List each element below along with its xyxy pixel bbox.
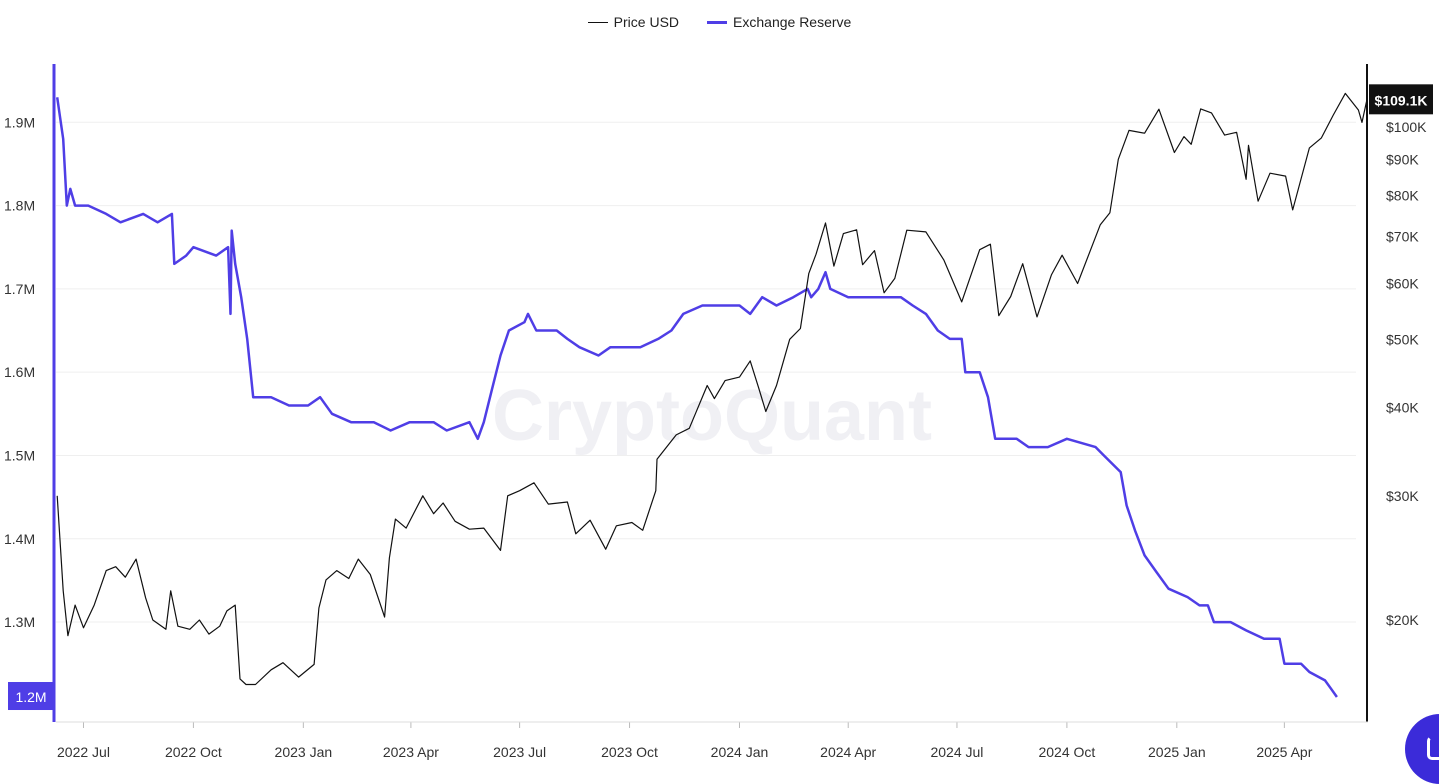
y-tick-label-right: $50K: [1386, 331, 1419, 347]
y-tick-label-right: $60K: [1386, 275, 1419, 291]
x-tick-label: 2022 Oct: [165, 744, 222, 760]
x-tick-label: 2024 Jan: [711, 744, 769, 760]
x-tick-label: 2025 Jan: [1148, 744, 1206, 760]
x-tick-label: 2023 Jan: [275, 744, 333, 760]
legend-item-price[interactable]: Price USD: [587, 14, 680, 30]
y-tick-label-left: 1.3M: [4, 614, 35, 630]
y-tick-label-right: $20K: [1386, 612, 1419, 628]
y-tick-label-left: 1.8M: [4, 198, 35, 214]
legend-label-price: Price USD: [613, 14, 680, 30]
y-tick-label-left: 1.4M: [4, 531, 35, 547]
chat-icon: [1427, 736, 1439, 760]
x-tick-label: 2025 Apr: [1256, 744, 1312, 760]
x-tick-label: 2023 Apr: [383, 744, 439, 760]
series-line-exchange-reserve: [55, 97, 1338, 698]
legend-label-reserve: Exchange Reserve: [733, 14, 852, 30]
y-tick-label-right: $30K: [1386, 488, 1419, 504]
x-tick-label: 2022 Jul: [57, 744, 110, 760]
y-tick-label-right: $40K: [1386, 400, 1419, 416]
watermark: CryptoQuant: [492, 376, 932, 456]
y-tick-label-right: $70K: [1386, 228, 1419, 244]
current-value-badge-left: [8, 682, 54, 711]
y-tick-label-right: $80K: [1386, 187, 1419, 203]
chart: CryptoQuant 1.9M 1.8M 1.7M 1.6M 1.5M 1.4M 1.3M $…: [4, 64, 1433, 760]
y-tick-label-left: 1.9M: [4, 114, 35, 130]
y-tick-label-left: 1.7M: [4, 281, 35, 297]
x-tick-label: 2023 Oct: [601, 744, 658, 760]
current-value-label-right: $109.1K: [1375, 92, 1428, 108]
x-tick-label: 2024 Oct: [1038, 744, 1095, 760]
current-value-badge-right: [1369, 84, 1433, 115]
current-value-label-left: 1.2M: [15, 689, 46, 705]
y-tick-label-right: $90K: [1386, 151, 1419, 167]
y-tick-label-left: 1.6M: [4, 364, 35, 380]
x-tick-label: 2024 Apr: [820, 744, 876, 760]
legend-item-reserve[interactable]: Exchange Reserve: [707, 14, 851, 30]
series-line-price-usd: [56, 92, 1368, 686]
legend-swatch-price: [587, 21, 608, 23]
legend: Price USD Exchange Reserve: [0, 14, 1439, 30]
y-tick-label-left: 1.5M: [4, 447, 35, 463]
x-tick-label: 2023 Jul: [493, 744, 546, 760]
y-tick-label-right: $100K: [1386, 119, 1427, 135]
legend-swatch-reserve: [707, 20, 728, 24]
x-tick-label: 2024 Jul: [930, 744, 983, 760]
